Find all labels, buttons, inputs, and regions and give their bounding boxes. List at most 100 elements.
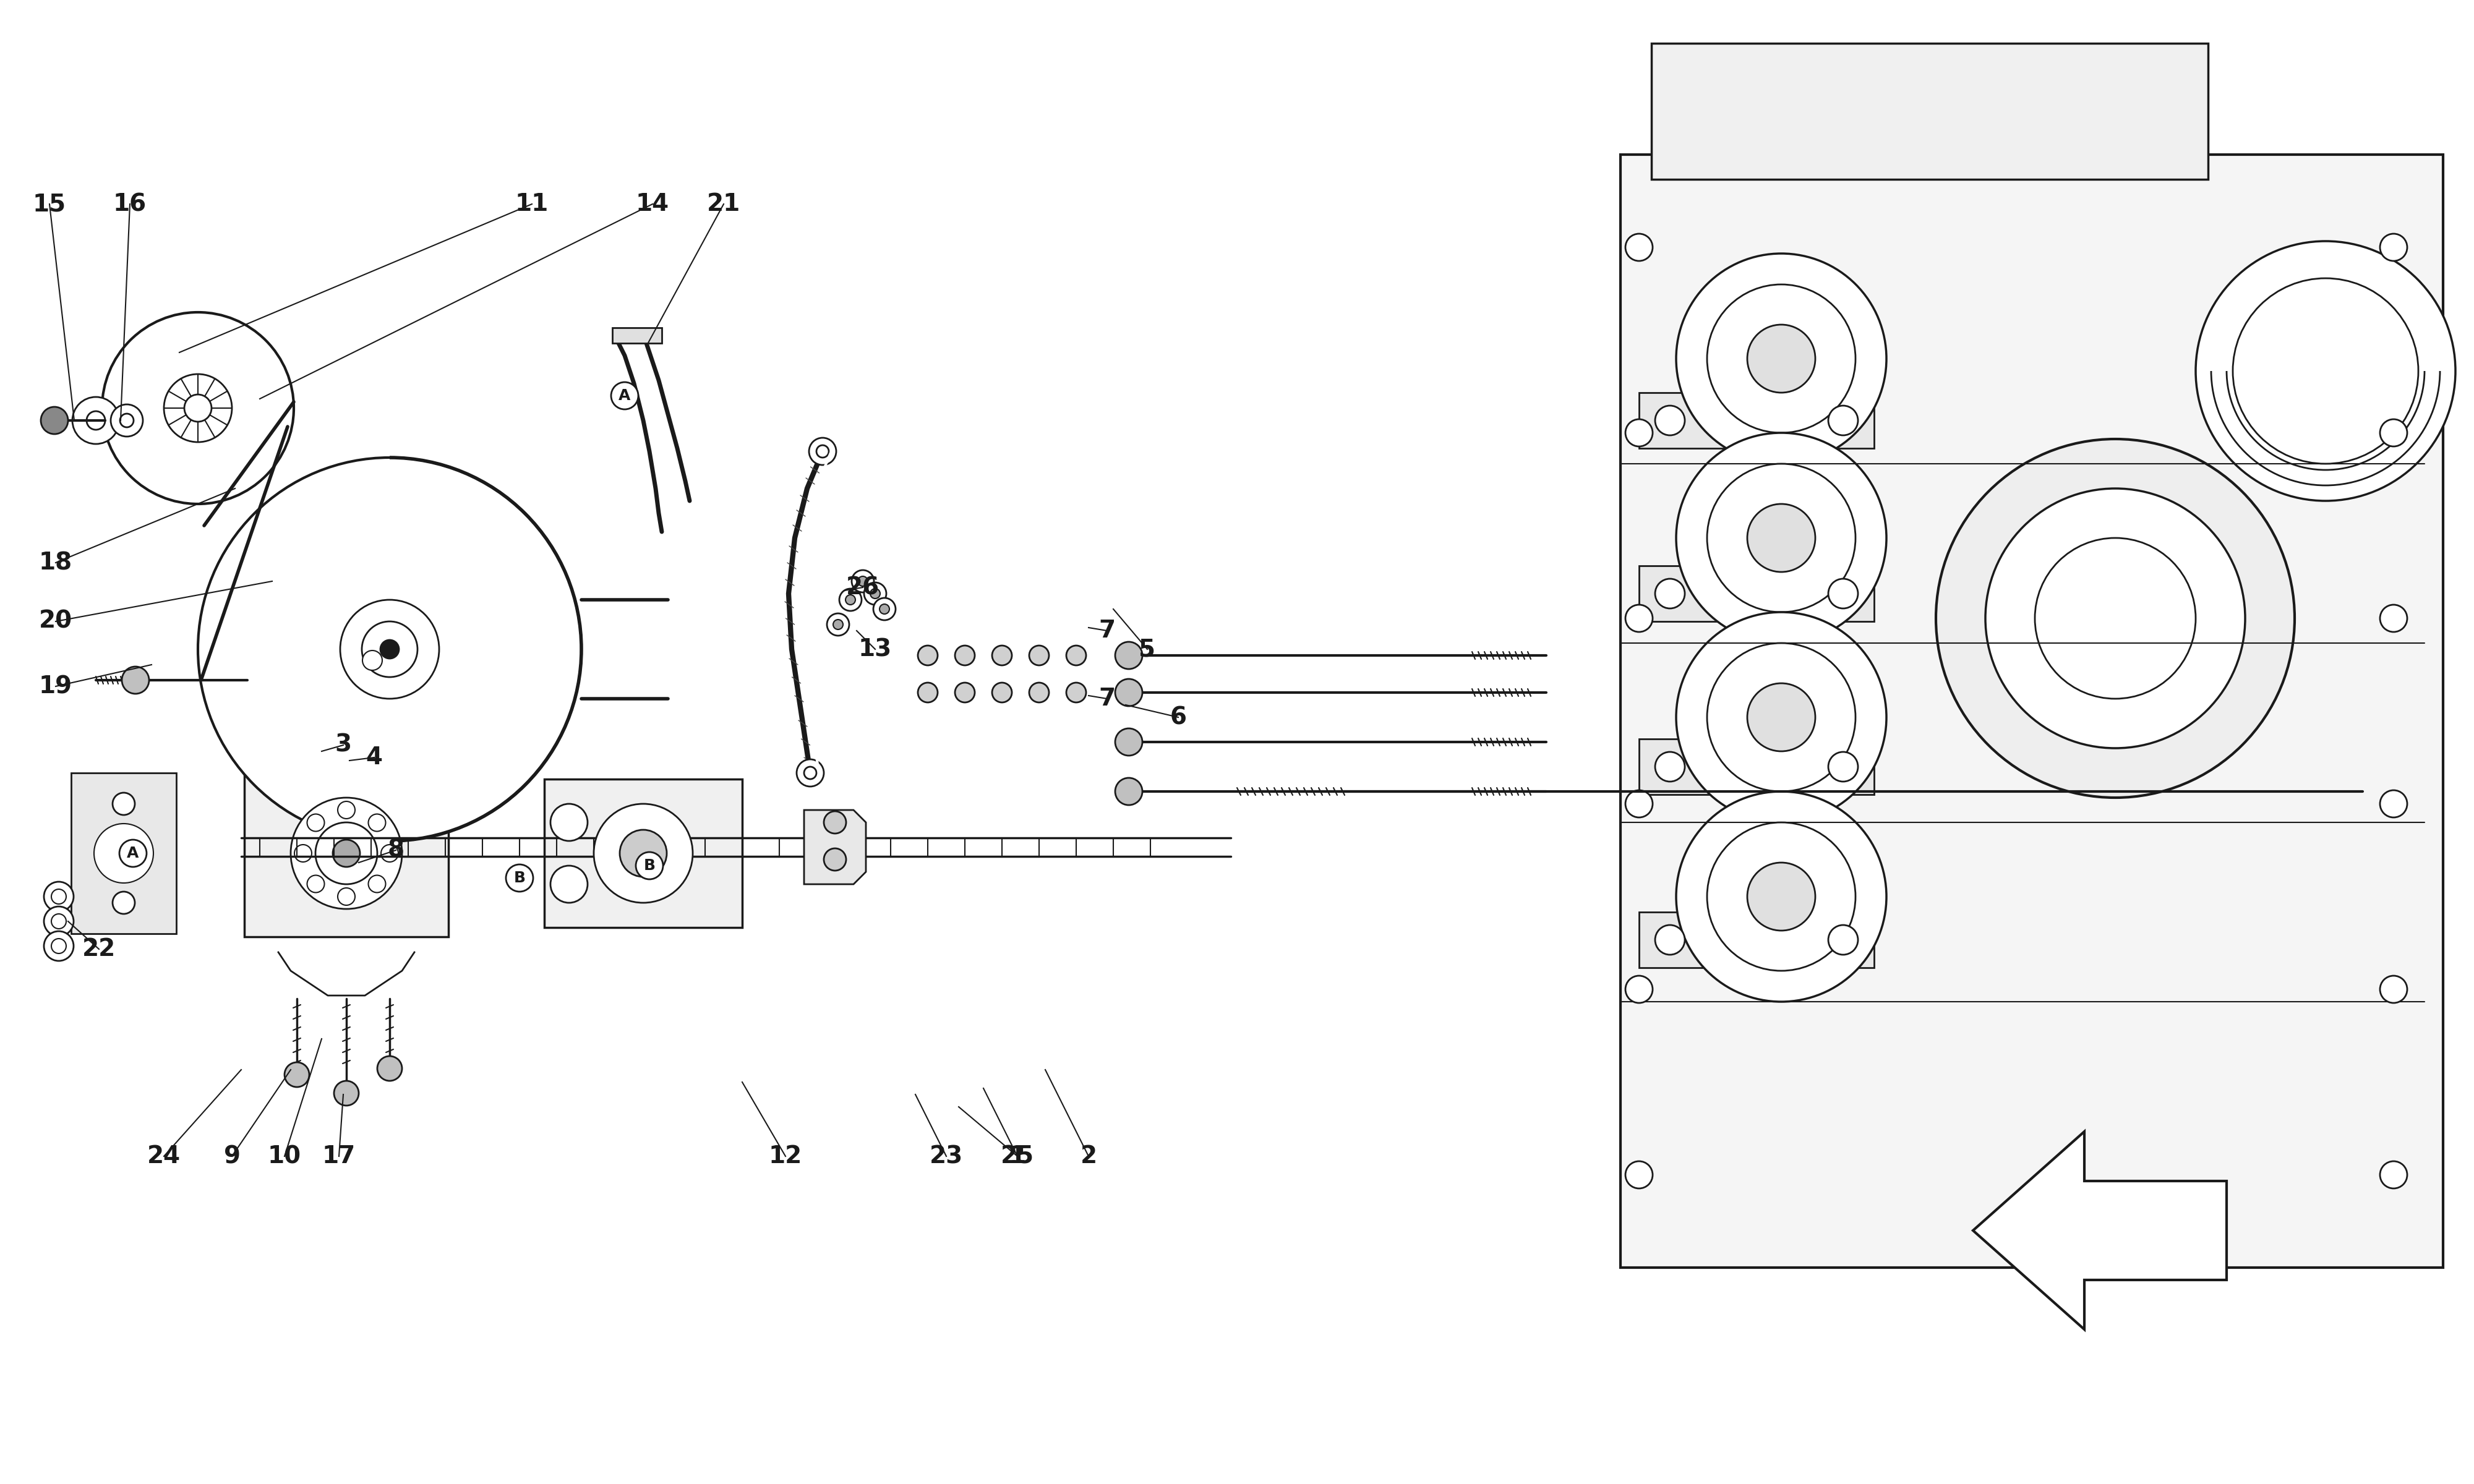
Text: B: B <box>515 871 524 886</box>
Circle shape <box>307 876 324 892</box>
Circle shape <box>816 445 829 457</box>
Circle shape <box>797 760 824 787</box>
Circle shape <box>1707 643 1856 791</box>
Circle shape <box>1655 405 1685 435</box>
Circle shape <box>294 844 312 862</box>
Circle shape <box>94 824 153 883</box>
Circle shape <box>1029 646 1049 665</box>
Circle shape <box>334 1080 359 1106</box>
Text: 9: 9 <box>223 1144 240 1168</box>
Circle shape <box>636 852 663 879</box>
Circle shape <box>2380 418 2407 447</box>
Circle shape <box>1828 579 1858 608</box>
Text: 23: 23 <box>930 1144 962 1168</box>
Circle shape <box>1707 285 1856 433</box>
Circle shape <box>2380 976 2407 1003</box>
Circle shape <box>341 600 440 699</box>
Circle shape <box>1677 433 1888 643</box>
Circle shape <box>1625 418 1653 447</box>
Circle shape <box>1828 405 1858 435</box>
Circle shape <box>1828 752 1858 782</box>
Text: 10: 10 <box>267 1144 302 1168</box>
Circle shape <box>163 374 233 442</box>
Text: 6: 6 <box>1170 705 1188 729</box>
Circle shape <box>2232 279 2420 463</box>
Circle shape <box>40 407 69 433</box>
Circle shape <box>111 404 143 436</box>
Circle shape <box>846 595 856 605</box>
Circle shape <box>52 938 67 953</box>
Circle shape <box>873 598 896 620</box>
Circle shape <box>618 830 668 877</box>
Circle shape <box>863 582 886 605</box>
Text: 17: 17 <box>322 1144 356 1168</box>
Circle shape <box>119 414 134 427</box>
Circle shape <box>45 907 74 936</box>
Circle shape <box>198 457 581 841</box>
Circle shape <box>1655 925 1685 954</box>
Circle shape <box>1116 680 1143 706</box>
Circle shape <box>1984 488 2246 748</box>
Circle shape <box>1066 646 1086 665</box>
Circle shape <box>121 666 148 693</box>
Text: 19: 19 <box>40 675 72 697</box>
Text: A: A <box>618 389 631 404</box>
Text: 13: 13 <box>858 638 893 660</box>
Circle shape <box>1677 254 1888 463</box>
Circle shape <box>114 792 134 815</box>
Circle shape <box>2380 233 2407 261</box>
Bar <box>72 773 176 933</box>
Circle shape <box>549 865 589 902</box>
Bar <box>1638 739 1875 794</box>
Circle shape <box>1677 791 1888 1002</box>
Circle shape <box>2380 605 2407 632</box>
Circle shape <box>285 1063 309 1086</box>
Circle shape <box>1655 752 1685 782</box>
Polygon shape <box>1974 1131 2227 1330</box>
Text: 24: 24 <box>146 1144 181 1168</box>
Bar <box>1638 393 1875 448</box>
Circle shape <box>1747 505 1816 571</box>
Text: 15: 15 <box>32 193 67 215</box>
Text: 14: 14 <box>636 193 670 215</box>
Circle shape <box>45 932 74 962</box>
Text: 16: 16 <box>114 193 146 215</box>
Circle shape <box>881 604 891 614</box>
Text: 11: 11 <box>515 193 549 215</box>
Text: 8: 8 <box>388 838 403 862</box>
Circle shape <box>114 892 134 914</box>
Circle shape <box>839 589 861 611</box>
Circle shape <box>183 395 213 421</box>
Circle shape <box>804 767 816 779</box>
Circle shape <box>119 840 146 867</box>
Circle shape <box>1707 822 1856 971</box>
Circle shape <box>332 840 361 867</box>
Circle shape <box>2380 789 2407 818</box>
Text: 4: 4 <box>366 745 383 769</box>
Circle shape <box>824 849 846 871</box>
Circle shape <box>992 646 1012 665</box>
Circle shape <box>114 841 134 864</box>
Circle shape <box>955 646 975 665</box>
Polygon shape <box>804 810 866 884</box>
Circle shape <box>1707 463 1856 611</box>
Circle shape <box>361 622 418 677</box>
Circle shape <box>1828 925 1858 954</box>
Circle shape <box>824 812 846 834</box>
Circle shape <box>611 381 638 410</box>
Text: 26: 26 <box>846 576 881 600</box>
Circle shape <box>2034 537 2197 699</box>
Text: B: B <box>643 858 656 873</box>
Bar <box>614 328 663 343</box>
Text: 3: 3 <box>334 733 351 757</box>
Circle shape <box>381 640 398 659</box>
Circle shape <box>336 887 356 905</box>
Circle shape <box>851 570 873 592</box>
Circle shape <box>72 396 119 444</box>
Circle shape <box>317 822 376 884</box>
Circle shape <box>45 881 74 911</box>
Circle shape <box>361 650 381 671</box>
Text: 22: 22 <box>82 938 116 962</box>
Bar <box>1638 913 1875 968</box>
Circle shape <box>1655 579 1685 608</box>
